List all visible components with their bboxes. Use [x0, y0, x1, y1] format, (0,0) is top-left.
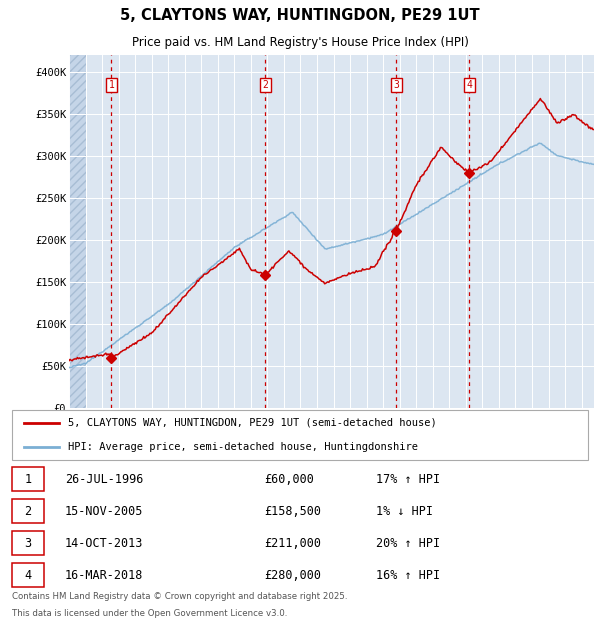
- Text: 1% ↓ HPI: 1% ↓ HPI: [376, 505, 433, 518]
- Text: This data is licensed under the Open Government Licence v3.0.: This data is licensed under the Open Gov…: [12, 608, 287, 618]
- Text: 14-OCT-2013: 14-OCT-2013: [65, 537, 143, 550]
- Text: 15-NOV-2005: 15-NOV-2005: [65, 505, 143, 518]
- Text: 2: 2: [25, 505, 32, 518]
- FancyBboxPatch shape: [12, 563, 44, 587]
- Text: 4: 4: [25, 569, 32, 582]
- Text: 5, CLAYTONS WAY, HUNTINGDON, PE29 1UT: 5, CLAYTONS WAY, HUNTINGDON, PE29 1UT: [120, 8, 480, 23]
- FancyBboxPatch shape: [12, 410, 588, 460]
- Text: Price paid vs. HM Land Registry's House Price Index (HPI): Price paid vs. HM Land Registry's House …: [131, 37, 469, 50]
- Text: 20% ↑ HPI: 20% ↑ HPI: [376, 537, 440, 550]
- Text: 16% ↑ HPI: 16% ↑ HPI: [376, 569, 440, 582]
- Text: 1: 1: [25, 473, 32, 486]
- Text: £158,500: £158,500: [265, 505, 322, 518]
- Text: 3: 3: [25, 537, 32, 550]
- Text: £60,000: £60,000: [265, 473, 314, 486]
- Text: 2: 2: [262, 80, 268, 90]
- Text: Contains HM Land Registry data © Crown copyright and database right 2025.: Contains HM Land Registry data © Crown c…: [12, 592, 347, 601]
- Text: HPI: Average price, semi-detached house, Huntingdonshire: HPI: Average price, semi-detached house,…: [68, 443, 418, 453]
- FancyBboxPatch shape: [12, 467, 44, 492]
- Text: 4: 4: [466, 80, 472, 90]
- Text: 26-JUL-1996: 26-JUL-1996: [65, 473, 143, 486]
- Text: 16-MAR-2018: 16-MAR-2018: [65, 569, 143, 582]
- Text: £211,000: £211,000: [265, 537, 322, 550]
- Text: 5, CLAYTONS WAY, HUNTINGDON, PE29 1UT (semi-detached house): 5, CLAYTONS WAY, HUNTINGDON, PE29 1UT (s…: [68, 418, 436, 428]
- Text: 1: 1: [109, 80, 115, 90]
- Text: 17% ↑ HPI: 17% ↑ HPI: [376, 473, 440, 486]
- Text: £280,000: £280,000: [265, 569, 322, 582]
- Text: 3: 3: [393, 80, 399, 90]
- FancyBboxPatch shape: [12, 499, 44, 523]
- FancyBboxPatch shape: [12, 531, 44, 556]
